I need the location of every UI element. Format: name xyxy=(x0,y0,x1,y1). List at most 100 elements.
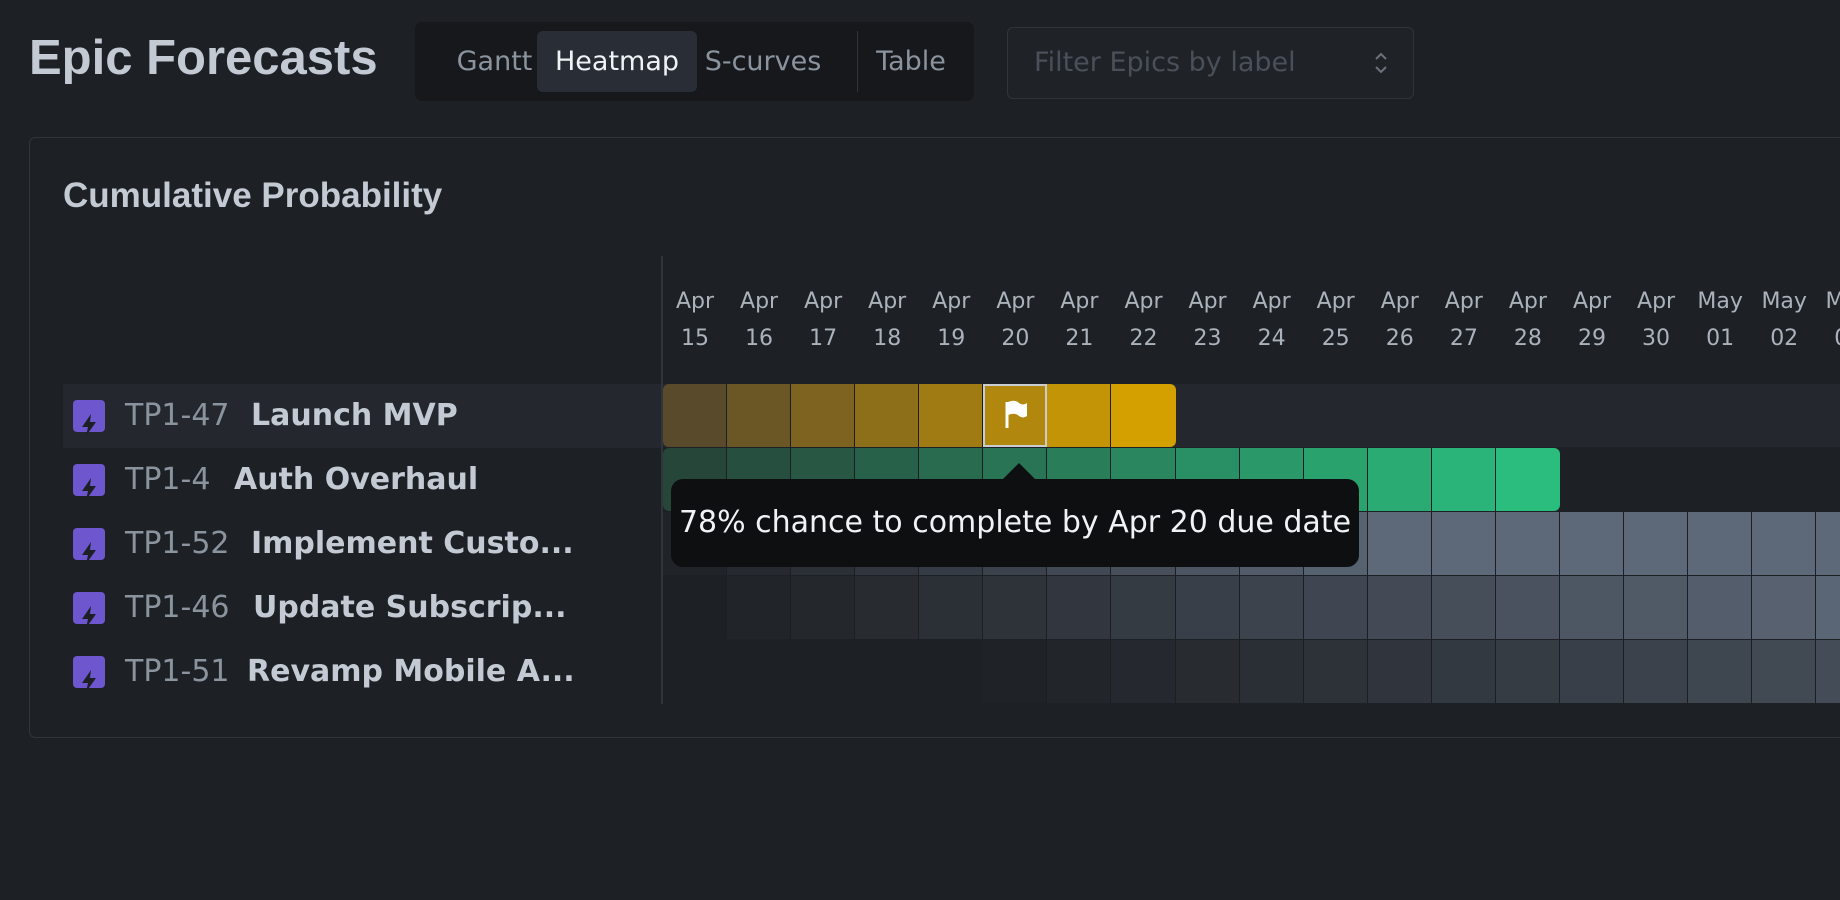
date-day: 19 xyxy=(937,326,966,351)
panel-title: Cumulative Probability xyxy=(63,176,443,215)
epic-key: TP1-47 xyxy=(125,398,230,433)
epic-key: TP1-4 xyxy=(125,462,211,497)
heatmap-cell xyxy=(1624,640,1689,703)
heatmap-cell xyxy=(1559,640,1625,703)
heatmap-cell xyxy=(919,384,984,447)
date-day: 17 xyxy=(809,326,838,351)
epic-name: Launch MVP xyxy=(251,398,458,433)
heatmap-cell xyxy=(919,576,984,639)
heatmap-cell xyxy=(1816,512,1840,575)
heatmap-cell xyxy=(1367,448,1432,511)
date-month: Apr xyxy=(675,289,715,314)
date-month: Apr xyxy=(1444,289,1483,314)
epic-row[interactable]: TP1-46 Update Subscrip... xyxy=(63,576,661,640)
heatmap-cell xyxy=(1495,640,1560,703)
date-month: Apr xyxy=(1124,289,1163,314)
heatmap-cell xyxy=(1175,640,1240,703)
date-day: 22 xyxy=(1129,326,1158,351)
epic-icon xyxy=(73,400,105,436)
filter-placeholder: Filter Epics by label xyxy=(1034,47,1296,78)
heatmap-cell xyxy=(727,576,792,639)
epic-icon xyxy=(73,464,105,500)
tooltip-arrow xyxy=(1003,463,1035,479)
heatmap-cell xyxy=(1367,640,1432,703)
date-month: Apr xyxy=(868,289,907,314)
view-tab[interactable]: Heatmap xyxy=(537,31,697,92)
date-day: 24 xyxy=(1257,326,1286,351)
view-tabs: Gantt Heatmap S-curves Table xyxy=(415,22,974,101)
heatmap-cell xyxy=(983,384,1048,447)
heatmap-cell xyxy=(1111,384,1176,447)
epic-icon xyxy=(73,592,105,628)
epic-key: TP1-51 xyxy=(125,654,230,689)
date-month: May xyxy=(1825,289,1840,314)
epic-row[interactable]: TP1-47 Launch MVP xyxy=(63,384,661,448)
heatmap-cell xyxy=(1175,576,1240,639)
heatmap-cell xyxy=(1431,640,1496,703)
view-tab[interactable]: Gantt xyxy=(456,46,533,77)
date-month: Apr xyxy=(1060,289,1099,314)
divider xyxy=(661,256,663,704)
due-date-flag xyxy=(1005,400,1028,428)
heatmap-cell xyxy=(1495,512,1560,575)
date-day: 16 xyxy=(745,326,774,351)
tab-separator xyxy=(857,31,858,92)
date-day: 01 xyxy=(1706,326,1735,351)
epic-name: Update Subscrip... xyxy=(253,590,567,625)
heatmap-cell xyxy=(1688,640,1753,703)
heatmap-cell xyxy=(1239,640,1304,703)
heatmap-cell xyxy=(855,384,920,447)
heatmap-cell xyxy=(1303,576,1368,639)
heatmap-cell xyxy=(1816,576,1840,639)
view-tab[interactable]: S-curves xyxy=(704,46,822,77)
date-day: 30 xyxy=(1642,326,1671,351)
heatmap-cell xyxy=(791,576,856,639)
date-day: 20 xyxy=(1001,326,1030,351)
heatmap-cell xyxy=(1688,512,1753,575)
view-tab[interactable]: Table xyxy=(876,46,946,77)
date-month: Apr xyxy=(1316,289,1355,314)
epic-row[interactable]: TP1-4 Auth Overhaul xyxy=(63,448,661,512)
date-day: 23 xyxy=(1193,326,1222,351)
date-month: May xyxy=(1761,289,1807,314)
date-month: Apr xyxy=(1572,289,1611,314)
epic-name: Implement Custo... xyxy=(251,526,574,561)
heatmap-cell xyxy=(1431,576,1496,639)
epic-row[interactable]: TP1-52 Implement Custo... xyxy=(63,512,661,576)
date-month: Apr xyxy=(1252,289,1291,314)
heatmap-cell xyxy=(1047,640,1112,703)
heatmap-cell xyxy=(1111,640,1176,703)
date-month: Apr xyxy=(1380,289,1419,314)
heatmap-cell xyxy=(1752,576,1817,639)
date-day: 29 xyxy=(1577,326,1606,351)
date-day: 03 xyxy=(1816,320,1840,357)
select-chevrons xyxy=(1375,52,1387,74)
heatmap-cell xyxy=(791,384,856,447)
date-month: Apr xyxy=(1508,289,1547,314)
epic-row[interactable]: TP1-51 Revamp Mobile A... xyxy=(63,640,661,704)
date-month: Apr xyxy=(1637,289,1676,314)
date-month: Apr xyxy=(932,289,971,314)
heatmap-cell xyxy=(1752,640,1817,703)
heatmap-panel xyxy=(29,137,1840,738)
heatmap-cell xyxy=(1752,512,1817,575)
epic-icon xyxy=(73,528,105,564)
heatmap-cell xyxy=(1624,576,1689,639)
heatmap-cell xyxy=(1688,576,1753,639)
date-day: 26 xyxy=(1385,326,1414,351)
heatmap-cell xyxy=(1495,576,1560,639)
date-month: Apr xyxy=(1188,289,1227,314)
heatmap-cell xyxy=(1816,640,1840,703)
date-day: 18 xyxy=(873,326,902,351)
epic-key: TP1-46 xyxy=(125,590,230,625)
date-month: May xyxy=(1697,289,1743,314)
heatmap-cell xyxy=(1367,512,1432,575)
date-day: 27 xyxy=(1449,326,1478,351)
page-title: Epic Forecasts xyxy=(29,31,378,85)
heatmap-cell xyxy=(1431,512,1496,575)
label-filter[interactable]: Filter Epics by label xyxy=(1007,27,1414,99)
date-month: Apr xyxy=(996,289,1035,314)
heatmap-cell xyxy=(1559,512,1625,575)
date-day: 25 xyxy=(1321,326,1350,351)
